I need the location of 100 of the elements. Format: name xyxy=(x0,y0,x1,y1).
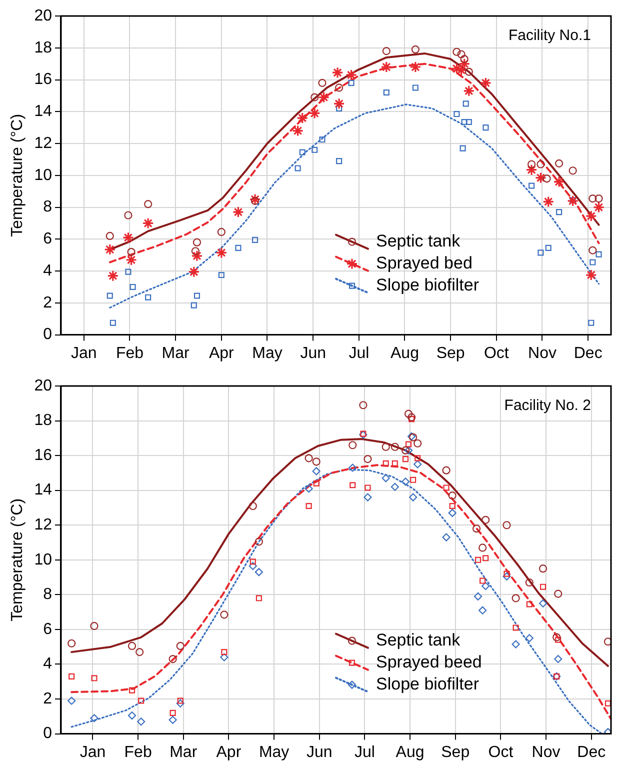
legend-label: Septic tank xyxy=(376,630,461,650)
point xyxy=(91,675,98,682)
point xyxy=(457,50,466,58)
point xyxy=(125,254,138,266)
point xyxy=(308,107,320,120)
point xyxy=(414,460,422,468)
y-tick-label: 10 xyxy=(34,166,52,184)
point xyxy=(596,251,602,258)
x-tick-label: Aug xyxy=(396,744,424,761)
y-tick-label: 4 xyxy=(43,262,52,280)
point xyxy=(404,446,413,454)
y-tick-label: 18 xyxy=(34,39,52,56)
point xyxy=(538,564,548,573)
point xyxy=(502,572,511,580)
point xyxy=(90,622,98,630)
point xyxy=(553,176,565,188)
point xyxy=(567,195,579,207)
point xyxy=(472,524,481,533)
point xyxy=(604,728,611,734)
point xyxy=(526,164,538,176)
y-tick-label: 10 xyxy=(34,551,52,568)
point xyxy=(350,482,356,488)
point xyxy=(348,80,354,86)
y-tick-label: 0 xyxy=(43,725,52,742)
point xyxy=(124,211,132,220)
point xyxy=(310,93,319,102)
point xyxy=(68,673,75,680)
point xyxy=(512,624,519,631)
point xyxy=(478,544,487,552)
point xyxy=(545,244,552,251)
line-series xyxy=(109,104,600,308)
point xyxy=(125,268,132,275)
point xyxy=(528,160,536,168)
y-tick-label: 16 xyxy=(34,71,52,88)
point xyxy=(538,250,544,256)
point xyxy=(319,136,326,143)
point xyxy=(442,533,450,542)
point xyxy=(191,250,203,262)
y-tick-label: 20 xyxy=(34,7,52,24)
point xyxy=(176,699,184,708)
point xyxy=(463,85,475,97)
point xyxy=(170,710,176,716)
point xyxy=(448,508,456,517)
point xyxy=(552,633,561,642)
point xyxy=(256,595,262,602)
point xyxy=(482,516,490,524)
point xyxy=(168,654,177,664)
point xyxy=(528,182,535,189)
point xyxy=(383,89,390,96)
point xyxy=(461,118,468,126)
x-tick-label: Nov xyxy=(528,344,556,362)
point xyxy=(382,460,389,466)
point xyxy=(252,236,258,243)
x-tick-label: Dec xyxy=(577,744,606,761)
point xyxy=(588,320,594,326)
point xyxy=(542,196,554,208)
point xyxy=(540,584,546,590)
y-tick-label: 20 xyxy=(34,377,52,394)
point xyxy=(138,698,144,704)
point xyxy=(312,458,320,466)
point xyxy=(364,493,372,502)
point xyxy=(482,124,489,131)
point xyxy=(448,492,456,500)
y-tick-label: 16 xyxy=(34,446,52,464)
x-tick-label: Feb xyxy=(124,744,152,761)
point xyxy=(194,292,200,299)
point xyxy=(130,284,136,290)
y-tick-label: 2 xyxy=(43,294,52,312)
legend-label: Septic tank xyxy=(376,231,461,250)
y-tick-label: 14 xyxy=(34,103,52,120)
x-tick-label: Oct xyxy=(488,744,514,761)
point xyxy=(106,292,113,299)
point xyxy=(254,568,263,576)
point xyxy=(408,413,416,422)
point xyxy=(250,196,260,205)
point xyxy=(235,244,242,251)
point xyxy=(294,165,301,172)
x-tick-label: May xyxy=(252,344,282,362)
point xyxy=(410,61,422,73)
point xyxy=(382,474,390,482)
point xyxy=(345,69,358,81)
point xyxy=(304,484,313,493)
x-tick-label: Apr xyxy=(216,744,242,761)
point xyxy=(127,248,136,256)
point xyxy=(442,466,450,474)
point xyxy=(464,68,473,76)
point xyxy=(504,570,510,577)
point xyxy=(390,442,399,451)
point xyxy=(414,439,422,448)
point xyxy=(482,555,489,562)
point xyxy=(190,302,197,308)
point xyxy=(137,718,146,726)
y-tick-label: 14 xyxy=(34,482,52,499)
x-tick-label: Nov xyxy=(532,744,560,761)
y-tick-label: 0 xyxy=(43,326,52,344)
x-tick-label: Sep xyxy=(441,744,470,761)
point xyxy=(588,246,597,254)
point xyxy=(188,266,200,278)
point xyxy=(474,592,482,600)
point xyxy=(382,47,390,56)
